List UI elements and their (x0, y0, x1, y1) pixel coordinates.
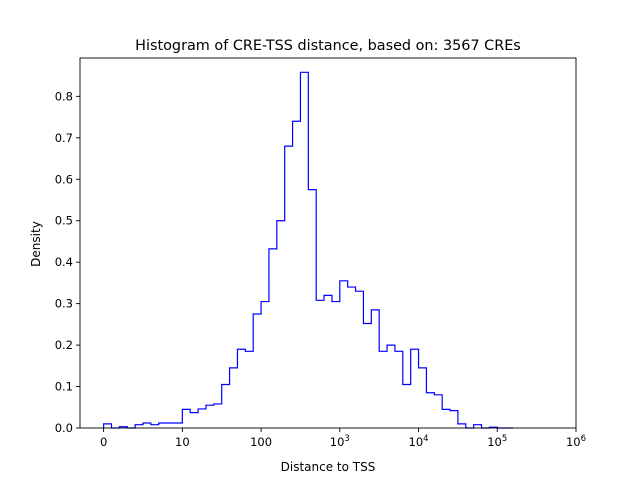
axes-frame (79, 57, 577, 429)
y-tick-label: 0.6 (55, 172, 73, 186)
chart-title: Histogram of CRE-TSS distance, based on:… (135, 38, 521, 54)
x-tick-label: 103 (330, 434, 350, 449)
histogram-step-line (103, 71, 514, 429)
x-tick-label: 104 (409, 434, 429, 449)
y-tick-label: 0.3 (55, 297, 73, 311)
y-tick-label: 0.4 (55, 255, 73, 269)
x-tick-label: 100 (250, 435, 272, 449)
y-tick-label: 0.0 (55, 421, 73, 435)
x-tick-label: 10 (175, 435, 190, 449)
y-tick-label: 0.5 (55, 214, 73, 228)
x-tick-label: 105 (487, 434, 507, 449)
x-axis-label: Distance to TSS (281, 460, 376, 474)
y-axis-label: Density (29, 221, 43, 267)
x-tick-label: 106 (566, 434, 586, 449)
y-tick-label: 0.8 (55, 89, 73, 103)
y-tick-label: 0.1 (55, 380, 73, 394)
title-group: Histogram of CRE-TSS distance, based on:… (135, 38, 521, 54)
y-tick-label: 0.7 (55, 131, 73, 145)
y-tick-label: 0.2 (55, 338, 73, 352)
x-tick-label: 0 (100, 435, 107, 449)
plot-area: 0.0 0.1 0.2 0.3 0.4 0.5 0.6 0.7 0.8 0 10 100 103 104 1… (55, 57, 586, 449)
